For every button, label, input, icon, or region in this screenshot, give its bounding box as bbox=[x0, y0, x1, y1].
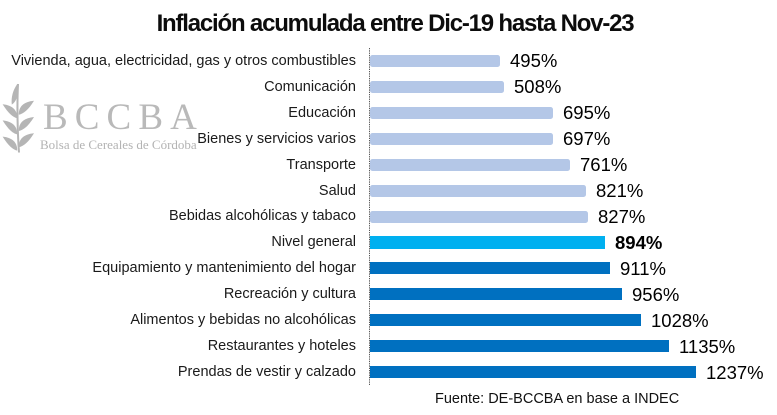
svg-text:Bolsa de Cereales de Córdoba: Bolsa de Cereales de Córdoba bbox=[40, 137, 197, 152]
svg-text:BCCBA: BCCBA bbox=[43, 97, 204, 138]
